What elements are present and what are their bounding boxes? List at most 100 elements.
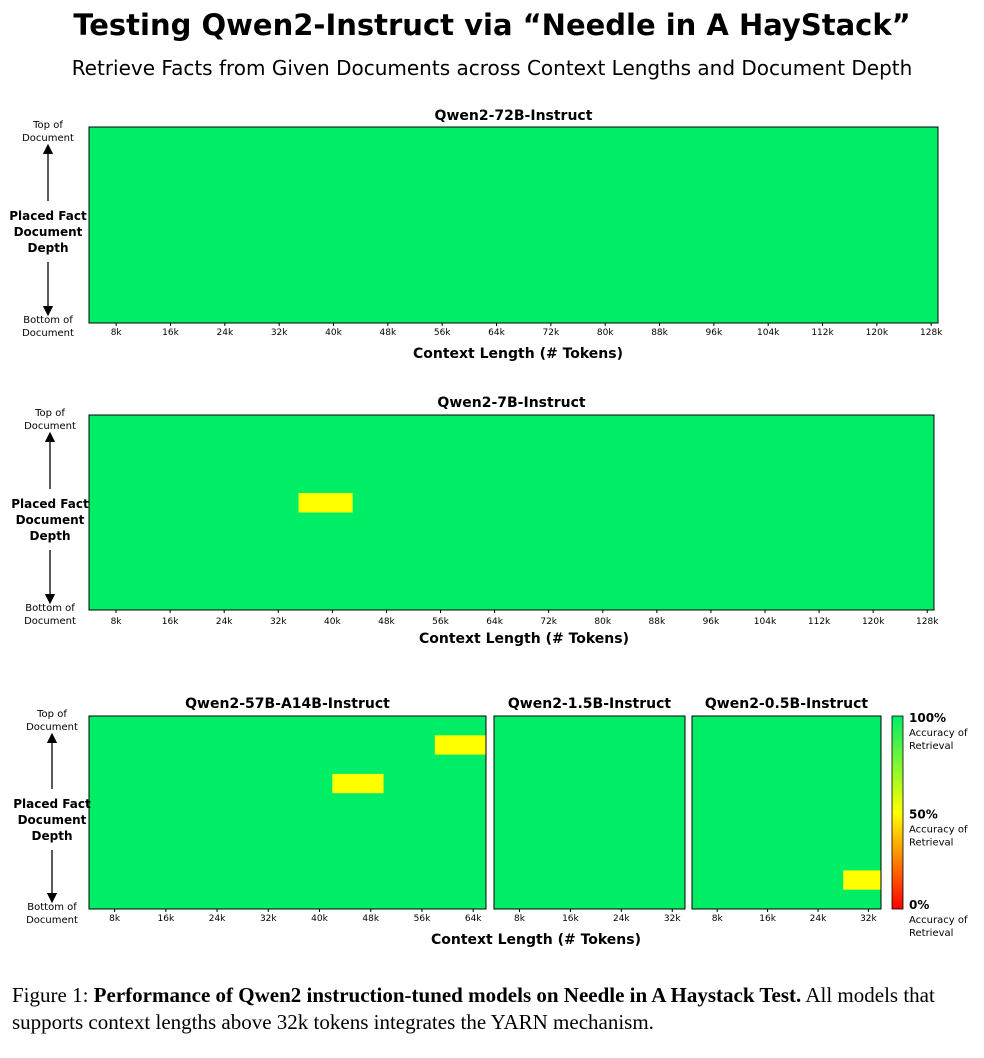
colorbar-label: Accuracy of	[909, 728, 968, 739]
colorbar-label: Retrieval	[909, 928, 953, 939]
x-tick-label: 120k	[862, 617, 885, 627]
y-axis-label: Document	[14, 225, 83, 239]
y-axis-label: Placed Fact	[9, 209, 87, 223]
x-tick-label: 8k	[109, 914, 121, 924]
heatmap-background-cell	[89, 127, 938, 323]
x-tick-label: 48k	[380, 328, 397, 338]
x-tick-label: 72k	[540, 617, 557, 627]
colorbar-percent: 50%	[909, 808, 938, 822]
heatmap-frame	[691, 715, 882, 910]
x-tick-label: 24k	[209, 914, 226, 924]
x-axis-label: Context Length (# Tokens)	[419, 631, 629, 647]
x-tick-label: 40k	[324, 617, 341, 627]
caption-rest: All models that supports context lengths…	[12, 983, 935, 1034]
x-tick-label: 112k	[811, 328, 834, 338]
x-tick-label: 72k	[543, 328, 560, 338]
x-tick-label: 32k	[270, 617, 287, 627]
y-bottom-label: Document	[24, 616, 76, 627]
x-tick-label: 56k	[434, 328, 451, 338]
x-tick-label: 64k	[488, 328, 505, 338]
y-bottom-label: Bottom of	[27, 902, 77, 913]
heatmap-frame	[493, 715, 686, 910]
x-tick-label: 32k	[271, 328, 288, 338]
x-axis-label: Context Length (# Tokens)	[431, 932, 641, 948]
heatmap-cell	[298, 493, 353, 513]
heatmap-frame	[88, 414, 935, 611]
colorbar-label: Retrieval	[909, 838, 953, 849]
x-tick-label: 96k	[706, 328, 723, 338]
y-top-label: Top of	[34, 408, 65, 419]
x-tick-label: 8k	[514, 914, 526, 924]
x-tick-label: 64k	[486, 617, 503, 627]
y-top-label: Document	[22, 133, 74, 144]
x-tick-label: 24k	[217, 328, 234, 338]
x-tick-label: 80k	[597, 328, 614, 338]
caption-label: Figure 1:	[12, 983, 94, 1007]
y-axis-label: Placed Fact	[11, 497, 89, 511]
heatmap-cell	[434, 735, 486, 755]
heatmap-cell	[843, 870, 881, 890]
heatmap-title: Qwen2-72B-Instruct	[435, 108, 593, 124]
x-tick-label: 112k	[808, 617, 831, 627]
heatmap-cell	[332, 773, 384, 794]
y-axis-label: Document	[18, 813, 87, 827]
colorbar-label: Retrieval	[909, 741, 953, 752]
heatmap-background-cell	[494, 716, 685, 909]
figure-subtitle: Retrieve Facts from Given Documents acro…	[71, 56, 913, 80]
x-tick-label: 24k	[810, 914, 827, 924]
figure-caption: Figure 1: Performance of Qwen2 instructi…	[12, 982, 974, 1036]
x-tick-label: 120k	[866, 328, 889, 338]
x-tick-label: 24k	[613, 914, 630, 924]
x-tick-label: 24k	[216, 617, 233, 627]
x-tick-label: 88k	[651, 328, 668, 338]
x-tick-label: 32k	[664, 914, 681, 924]
colorbar-percent: 0%	[909, 898, 929, 912]
x-tick-label: 48k	[378, 617, 395, 627]
figure-title: Testing Qwen2-Instruct via “Needle in A …	[73, 8, 911, 42]
heatmap-figure: Qwen2-72B-Instruct 8k 16k 24k 32k 40k 48k 56k 64…	[9, 108, 968, 948]
y-bottom-label: Bottom of	[25, 603, 75, 614]
y-axis-label: Depth	[32, 829, 73, 843]
heatmap-title: Qwen2-7B-Instruct	[437, 395, 585, 411]
heatmap-frame	[88, 126, 939, 324]
heatmap-title: Qwen2-0.5B-Instruct	[705, 696, 869, 712]
x-tick-label: 16k	[158, 914, 175, 924]
x-tick-label: 56k	[414, 914, 431, 924]
heatmap-frame	[88, 715, 487, 910]
x-tick-label: 96k	[703, 617, 720, 627]
heatmap-title: Qwen2-1.5B-Instruct	[508, 696, 672, 712]
x-tick-label: 64k	[465, 914, 482, 924]
colorbar-label: Accuracy of	[909, 915, 968, 926]
x-tick-label: 8k	[111, 328, 123, 338]
x-tick-label: 80k	[594, 617, 611, 627]
x-tick-label: 128k	[916, 617, 939, 627]
caption-bold: Performance of Qwen2 instruction-tuned m…	[93, 983, 802, 1007]
x-tick-label: 8k	[111, 617, 123, 627]
x-tick-label: 40k	[311, 914, 328, 924]
x-tick-label: 56k	[432, 617, 449, 627]
colorbar	[891, 715, 904, 910]
x-tick-label: 16k	[759, 914, 776, 924]
x-tick-label: 104k	[757, 328, 780, 338]
y-top-label: Top of	[32, 120, 63, 131]
y-top-label: Document	[24, 421, 76, 432]
y-top-label: Document	[26, 722, 78, 733]
x-tick-label: 40k	[325, 328, 342, 338]
heatmap-background-cell	[89, 415, 934, 610]
heatmap-title: Qwen2-57B-A14B-Instruct	[185, 696, 390, 712]
x-tick-label: 8k	[712, 914, 724, 924]
x-tick-label: 128k	[920, 328, 943, 338]
y-bottom-label: Bottom of	[23, 315, 73, 326]
y-axis-label: Placed Fact	[13, 797, 91, 811]
x-tick-label: 48k	[362, 914, 379, 924]
x-tick-label: 32k	[860, 914, 877, 924]
x-tick-label: 88k	[649, 617, 666, 627]
colorbar-percent: 100%	[909, 711, 946, 725]
heatmap-background-cell	[89, 716, 486, 909]
x-axis-label: Context Length (# Tokens)	[413, 346, 623, 362]
x-tick-label: 16k	[162, 617, 179, 627]
x-tick-label: 16k	[562, 914, 579, 924]
y-bottom-label: Document	[22, 328, 74, 339]
y-axis-label: Depth	[30, 529, 71, 543]
